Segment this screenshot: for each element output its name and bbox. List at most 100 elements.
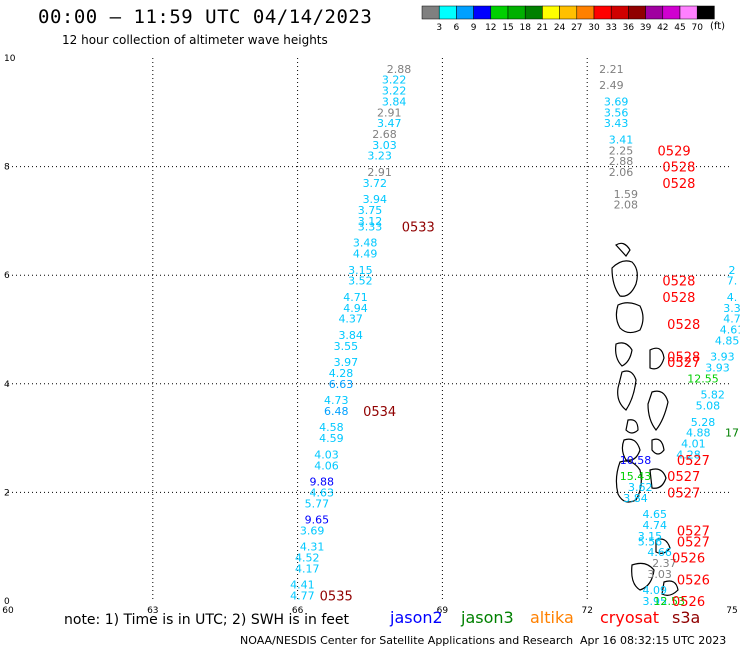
time-label: 0528 bbox=[662, 275, 695, 290]
page-title: 00:00 – 11:59 UTC 04/14/2023 bbox=[38, 6, 373, 28]
swh-point-label: 2.06 bbox=[609, 166, 634, 179]
swh-point-label: 3.69 bbox=[300, 524, 325, 537]
colorbar-swatch bbox=[490, 5, 509, 20]
swh-point-label: 2.37 bbox=[652, 557, 677, 570]
swh-point-label: 4.88 bbox=[686, 427, 711, 440]
colorbar-swatch bbox=[610, 5, 629, 20]
swh-point-label: 1.59 bbox=[614, 188, 639, 201]
swh-point-label: 3.48 bbox=[353, 237, 378, 250]
swh-point-label: 3.22 bbox=[382, 74, 407, 87]
colorbar-swatch bbox=[524, 5, 543, 20]
swh-point-label: 3.03 bbox=[647, 568, 672, 581]
x-tick-label: 63 bbox=[147, 606, 158, 616]
swh-point-label: 3.93 bbox=[705, 362, 730, 375]
swh-point-label: 3.03 bbox=[372, 139, 397, 152]
colorbar-swatch bbox=[593, 5, 612, 20]
swh-point-label: 4.17 bbox=[295, 562, 320, 575]
colorbar-swatch bbox=[473, 5, 492, 20]
swh-point-label: 4.49 bbox=[353, 247, 378, 260]
swh-point-label: 3.52 bbox=[348, 275, 373, 288]
swh-point-label: 3.15 bbox=[638, 530, 663, 543]
swh-point-label: 3.84 bbox=[338, 329, 363, 342]
swh-point-label: 2.08 bbox=[614, 199, 639, 212]
swh-point-label: 4.77 bbox=[290, 590, 315, 603]
footer-timestamp: Apr 16 08:32:15 UTC 2023 bbox=[580, 634, 727, 647]
swh-point-label: 2.49 bbox=[599, 79, 624, 92]
time-label: 0526 bbox=[672, 595, 705, 610]
legend-jason3: jason3 bbox=[461, 608, 514, 627]
x-tick-label: 69 bbox=[437, 606, 449, 616]
swh-point-label: 4.74 bbox=[643, 519, 668, 532]
swh-point-label: 4.31 bbox=[300, 541, 325, 554]
swh-point-label: 4.58 bbox=[319, 421, 344, 434]
colorbar-tick-label: 3 bbox=[436, 23, 442, 33]
colorbar-swatch bbox=[628, 5, 646, 20]
time-label: 0535 bbox=[320, 590, 353, 605]
swh-point-label: 3.23 bbox=[367, 150, 392, 163]
swh-point-label: 4.09 bbox=[643, 584, 668, 597]
swh-point-label: 3.56 bbox=[604, 106, 629, 119]
x-tick-label: 66 bbox=[292, 606, 304, 616]
time-label: 0527 bbox=[677, 524, 710, 539]
time-label: 0527 bbox=[677, 454, 710, 469]
swh-point-label: 3.33 bbox=[358, 220, 383, 233]
swh-point-label: 3.93 bbox=[710, 351, 735, 364]
swh-point-label: 3.41 bbox=[609, 133, 634, 146]
swh-point-label: 3.47 bbox=[377, 117, 402, 130]
swh-point-label: 5.56 bbox=[638, 535, 663, 548]
colorbar-tick-label: 33 bbox=[605, 23, 616, 33]
time-label: 0529 bbox=[658, 144, 691, 159]
y-tick-label: 8 bbox=[4, 163, 10, 173]
swh-point-label: 4.37 bbox=[338, 313, 363, 326]
swh-point-label: 3.15 bbox=[348, 264, 373, 277]
time-label: 0526 bbox=[677, 573, 710, 588]
time-label: 0528 bbox=[667, 318, 700, 333]
time-label: 0527 bbox=[677, 535, 710, 550]
y-tick-label: 4 bbox=[4, 380, 10, 390]
swh-point-label: 2.91 bbox=[377, 106, 402, 119]
colorbar-tick-label: 6 bbox=[454, 23, 460, 33]
swh-point-label: 3.43 bbox=[604, 117, 629, 130]
swh-point-label: 4.63 bbox=[309, 486, 334, 499]
swh-point-label: 4.71 bbox=[343, 291, 368, 304]
swh-point-label: 5.77 bbox=[305, 497, 330, 510]
swh-point-label: 4.52 bbox=[295, 552, 320, 565]
swh-point-label: 5.28 bbox=[691, 416, 716, 429]
swh-point-label: 2.25 bbox=[609, 144, 634, 157]
time-label: 0528 bbox=[667, 351, 700, 366]
x-tick-label: 75 bbox=[726, 606, 737, 616]
time-label: 0528 bbox=[662, 177, 695, 192]
swh-point-label: 2.68 bbox=[372, 128, 397, 141]
swh-point-label: 3.95 bbox=[643, 595, 668, 608]
time-label: 0527 bbox=[667, 486, 700, 501]
colorbar-swatch bbox=[662, 5, 681, 20]
swh-point-label: 12.55 bbox=[687, 372, 719, 385]
x-tick-label: 60 bbox=[2, 606, 14, 616]
page-subtitle: 12 hour collection of altimeter wave hei… bbox=[62, 33, 328, 47]
colorbar-swatch bbox=[507, 5, 526, 20]
swh-point-label: 5.82 bbox=[700, 389, 725, 402]
swh-point-label: 6.63 bbox=[329, 378, 354, 391]
y-tick-label: 0 bbox=[4, 597, 10, 607]
swh-point-label: 4.66 bbox=[647, 546, 672, 559]
swh-point-label: 2.21 bbox=[599, 63, 624, 76]
colorbar-tick-label: 15 bbox=[502, 23, 513, 33]
y-tick-label: 2 bbox=[4, 488, 10, 498]
colorbar-tick-label: 27 bbox=[571, 23, 582, 33]
swh-point-label: 3.22 bbox=[382, 85, 407, 98]
time-label: 0527 bbox=[667, 356, 700, 371]
colorbar-swatch bbox=[456, 5, 474, 20]
swh-point-label: 4.94 bbox=[343, 302, 368, 315]
colorbar-unit: (ft) bbox=[710, 21, 726, 32]
swh-point-label: 3.69 bbox=[604, 95, 629, 108]
y-tick-label: 10 bbox=[4, 54, 16, 64]
colorbar-swatch bbox=[645, 5, 664, 20]
swh-point-label: 2.88 bbox=[609, 155, 634, 168]
colorbar-tick-label: 39 bbox=[640, 23, 652, 33]
swh-point-label: 4.01 bbox=[681, 438, 706, 451]
swh-point-label: 12.53 bbox=[654, 595, 686, 608]
swh-labels: 2.883.223.223.842.913.472.683.033.232.91… bbox=[290, 63, 740, 608]
swh-point-label: 4.7 bbox=[723, 313, 740, 326]
swh-point-label: 3.12 bbox=[358, 215, 383, 228]
colorbar-tick-label: 36 bbox=[623, 23, 635, 33]
